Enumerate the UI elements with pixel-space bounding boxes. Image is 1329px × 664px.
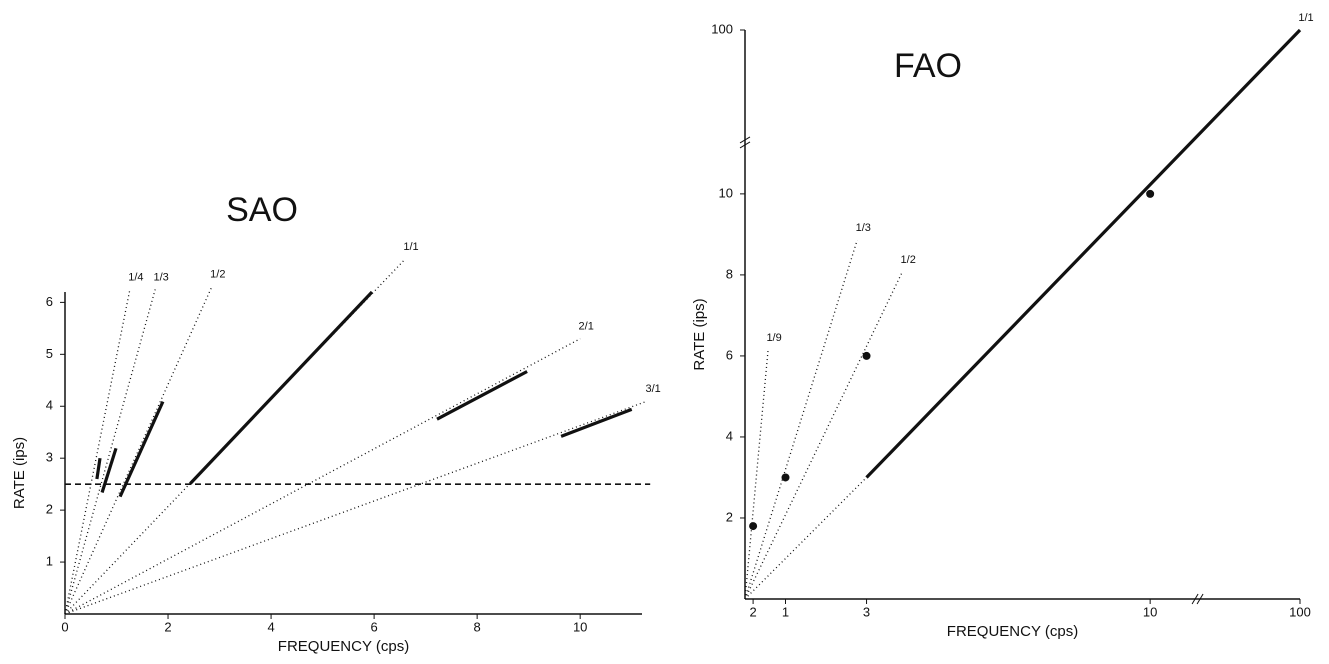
line-segment	[95, 457, 102, 480]
line-segment	[744, 239, 858, 600]
line-label: 1/9	[766, 332, 781, 344]
line-segment	[744, 477, 867, 600]
x-tick-label: 10	[573, 619, 587, 634]
axis-break	[1191, 593, 1199, 605]
y-tick-label: 4	[726, 428, 733, 443]
data-point	[749, 522, 758, 531]
chart-title: FAO	[894, 47, 962, 85]
axis-break	[739, 136, 751, 144]
x-axis-label: FREQUENCY (cps)	[278, 638, 409, 655]
y-tick-label: 100	[711, 21, 733, 36]
line-label: 1/1	[403, 241, 418, 253]
axis-break	[739, 141, 751, 149]
y-tick-label: 6	[726, 347, 733, 362]
x-axis-label: FREQUENCY (cps)	[947, 623, 1078, 640]
y-tick-label: 2	[46, 502, 53, 517]
x-tick-label: 6	[370, 619, 377, 634]
line-segment	[189, 290, 374, 485]
line-segment	[436, 370, 528, 421]
line-segment	[64, 338, 581, 615]
x-tick-label: 1	[782, 604, 789, 619]
line-segment	[744, 349, 769, 600]
line-label: 1/1	[1298, 12, 1313, 24]
line-segment	[64, 289, 131, 615]
chart-title: SAO	[226, 191, 298, 229]
data-point	[1146, 189, 1155, 198]
line-segment	[118, 400, 165, 498]
x-tick-label: 4	[267, 619, 274, 634]
line-segment	[64, 286, 213, 615]
y-axis-label: RATE (ips)	[691, 298, 708, 370]
y-tick-label: 2	[726, 509, 733, 524]
x-tick-label: 10	[1143, 604, 1157, 619]
data-point	[781, 473, 790, 482]
line-segment	[100, 447, 118, 493]
axis-break	[1196, 593, 1204, 605]
x-tick-label: 8	[474, 619, 481, 634]
x-tick-label: 100	[1289, 604, 1311, 619]
line-segment	[64, 400, 648, 615]
y-tick-label: 8	[726, 266, 733, 281]
line-segment	[865, 28, 1302, 479]
x-tick-label: 0	[61, 619, 68, 634]
line-segment	[744, 271, 903, 600]
y-axis-label: RATE (ips)	[11, 437, 28, 509]
y-tick-label: 10	[719, 185, 733, 200]
y-tick-label: 5	[46, 346, 53, 361]
line-label: 2/1	[579, 321, 594, 333]
x-tick-label: 3	[863, 604, 870, 619]
line-segment	[560, 407, 633, 438]
line-label: 1/3	[856, 222, 871, 234]
line-segment	[64, 289, 156, 615]
line-label: 1/2	[901, 254, 916, 266]
line-label: 1/3	[154, 271, 169, 283]
y-tick-label: 4	[46, 398, 53, 413]
line-label: 3/1	[646, 383, 661, 395]
x-tick-label: 2	[749, 604, 756, 619]
y-tick-label: 3	[46, 450, 53, 465]
y-tick-label: 1	[46, 554, 53, 569]
x-tick-label: 2	[164, 619, 171, 634]
line-label: 1/4	[128, 271, 143, 283]
data-point	[862, 351, 871, 360]
y-tick-label: 6	[46, 294, 53, 309]
line-label: 1/2	[210, 269, 225, 281]
